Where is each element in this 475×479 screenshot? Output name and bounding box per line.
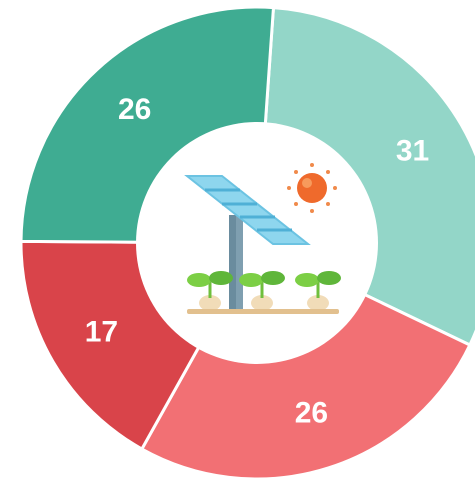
center-icon (184, 163, 341, 314)
seedlings (187, 271, 341, 311)
sun (297, 173, 327, 203)
sun-shine (302, 178, 312, 188)
value-labels: 31 26 17 26 (85, 93, 430, 430)
value-label: 31 (396, 134, 429, 167)
donut-hole (136, 122, 378, 364)
panel-pole-shade (229, 215, 236, 310)
sun-rays (287, 163, 337, 213)
ground (187, 309, 339, 314)
value-label: 26 (118, 93, 151, 126)
solar-panel (184, 175, 311, 245)
value-label: 26 (295, 396, 328, 429)
value-label: 17 (85, 315, 118, 348)
